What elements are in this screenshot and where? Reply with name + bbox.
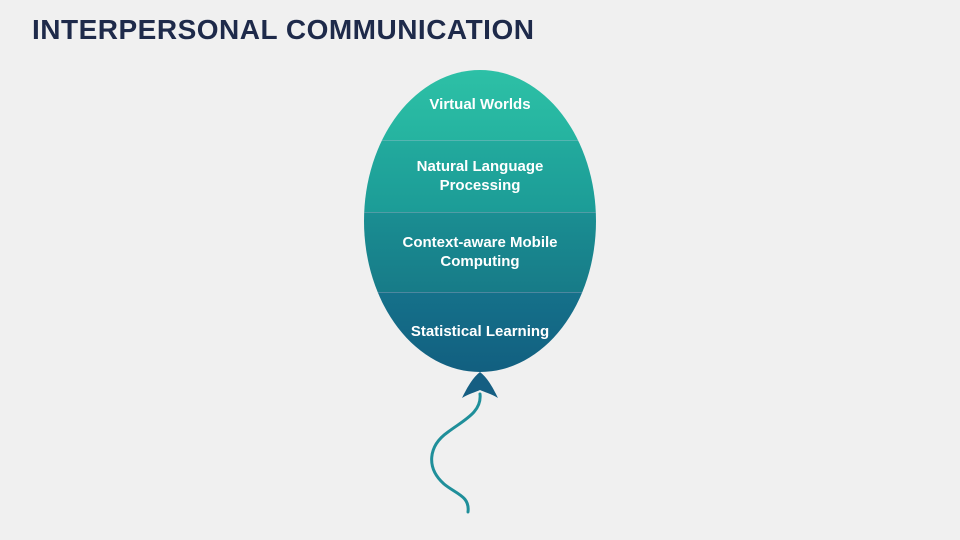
balloon-band-1: Virtual Worlds <box>364 70 596 140</box>
balloon-band-label: Statistical Learning <box>411 323 549 342</box>
balloon-infographic: Virtual Worlds Natural Language Processi… <box>350 70 610 527</box>
balloon-body: Virtual Worlds Natural Language Processi… <box>364 70 596 372</box>
page-title: INTERPERSONAL COMMUNICATION <box>32 14 534 46</box>
balloon-band-label: Context-aware Mobile Computing <box>382 234 578 272</box>
balloon-band-4: Statistical Learning <box>364 292 596 372</box>
balloon-string-icon <box>432 394 480 512</box>
balloon-band-3: Context-aware Mobile Computing <box>364 212 596 292</box>
balloon-tail-svg <box>364 372 596 522</box>
balloon-band-label: Natural Language Processing <box>382 158 578 196</box>
slide: INTERPERSONAL COMMUNICATION Virtual Worl… <box>0 0 960 540</box>
balloon-band-label: Virtual Worlds <box>429 96 530 115</box>
balloon-band-2: Natural Language Processing <box>364 140 596 212</box>
balloon-tail <box>364 372 596 527</box>
